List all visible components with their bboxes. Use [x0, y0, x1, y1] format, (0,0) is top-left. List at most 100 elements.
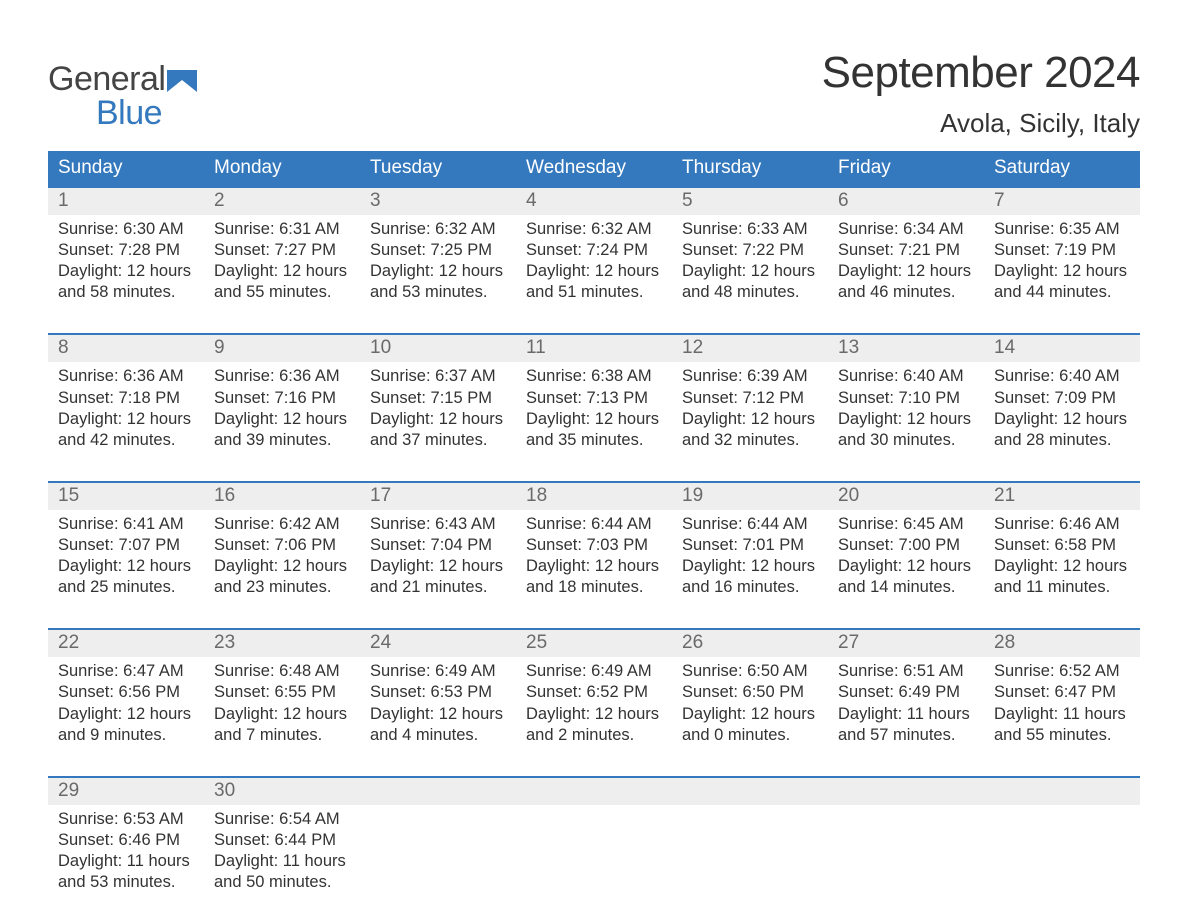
day-cell: Sunrise: 6:46 AMSunset: 6:58 PMDaylight:…	[984, 510, 1140, 628]
sunset-line: Sunset: 7:03 PM	[526, 535, 662, 556]
day-cell: Sunrise: 6:51 AMSunset: 6:49 PMDaylight:…	[828, 657, 984, 775]
day-cell: Sunrise: 6:35 AMSunset: 7:19 PMDaylight:…	[984, 215, 1140, 333]
day-cell: Sunrise: 6:37 AMSunset: 7:15 PMDaylight:…	[360, 362, 516, 480]
sunset-line: Sunset: 7:07 PM	[58, 535, 194, 556]
day-number: 5	[672, 188, 828, 215]
day-cell: Sunrise: 6:44 AMSunset: 7:01 PMDaylight:…	[672, 510, 828, 628]
day-number: 6	[828, 188, 984, 215]
daylight-line-2: and 28 minutes.	[994, 430, 1130, 451]
daylight-line-2: and 55 minutes.	[994, 725, 1130, 746]
sunset-line: Sunset: 7:18 PM	[58, 388, 194, 409]
sunset-line: Sunset: 6:55 PM	[214, 682, 350, 703]
day-cell: Sunrise: 6:30 AMSunset: 7:28 PMDaylight:…	[48, 215, 204, 333]
sunset-line: Sunset: 6:58 PM	[994, 535, 1130, 556]
sunrise-line: Sunrise: 6:51 AM	[838, 661, 974, 682]
sunset-line: Sunset: 7:15 PM	[370, 388, 506, 409]
daylight-line-1: Daylight: 11 hours	[58, 851, 194, 872]
day-cell: Sunrise: 6:48 AMSunset: 6:55 PMDaylight:…	[204, 657, 360, 775]
day-number: 23	[204, 630, 360, 657]
daylight-line-2: and 2 minutes.	[526, 725, 662, 746]
daylight-line-1: Daylight: 12 hours	[214, 409, 350, 430]
dow-cell: Wednesday	[516, 151, 672, 186]
sunrise-line: Sunrise: 6:41 AM	[58, 514, 194, 535]
sunrise-line: Sunrise: 6:49 AM	[370, 661, 506, 682]
sunset-line: Sunset: 7:13 PM	[526, 388, 662, 409]
day-number: 3	[360, 188, 516, 215]
day-cell: Sunrise: 6:33 AMSunset: 7:22 PMDaylight:…	[672, 215, 828, 333]
sunset-line: Sunset: 6:44 PM	[214, 830, 350, 851]
day-number: 30	[204, 778, 360, 805]
daylight-line-1: Daylight: 12 hours	[58, 261, 194, 282]
day-number: 17	[360, 483, 516, 510]
daylight-line-1: Daylight: 11 hours	[994, 704, 1130, 725]
day-cell: Sunrise: 6:49 AMSunset: 6:53 PMDaylight:…	[360, 657, 516, 775]
daylight-line-1: Daylight: 12 hours	[58, 704, 194, 725]
sunrise-line: Sunrise: 6:36 AM	[58, 366, 194, 387]
day-cell: Sunrise: 6:45 AMSunset: 7:00 PMDaylight:…	[828, 510, 984, 628]
title-block: September 2024 Avola, Sicily, Italy	[822, 48, 1140, 147]
sunset-line: Sunset: 7:16 PM	[214, 388, 350, 409]
month-title: September 2024	[822, 48, 1140, 98]
day-cell: Sunrise: 6:31 AMSunset: 7:27 PMDaylight:…	[204, 215, 360, 333]
sunset-line: Sunset: 7:12 PM	[682, 388, 818, 409]
day-cell: Sunrise: 6:53 AMSunset: 6:46 PMDaylight:…	[48, 805, 204, 923]
day-cell: Sunrise: 6:34 AMSunset: 7:21 PMDaylight:…	[828, 215, 984, 333]
sunset-line: Sunset: 7:06 PM	[214, 535, 350, 556]
sunset-line: Sunset: 7:24 PM	[526, 240, 662, 261]
week-row: 1234567Sunrise: 6:30 AMSunset: 7:28 PMDa…	[48, 186, 1140, 333]
sunset-line: Sunset: 7:25 PM	[370, 240, 506, 261]
sunrise-line: Sunrise: 6:46 AM	[994, 514, 1130, 535]
day-cell	[672, 805, 828, 923]
day-cell: Sunrise: 6:42 AMSunset: 7:06 PMDaylight:…	[204, 510, 360, 628]
day-cell	[516, 805, 672, 923]
calendar-body: 1234567Sunrise: 6:30 AMSunset: 7:28 PMDa…	[48, 186, 1140, 923]
day-number: 13	[828, 335, 984, 362]
day-cell	[360, 805, 516, 923]
daylight-line-2: and 55 minutes.	[214, 282, 350, 303]
dow-cell: Friday	[828, 151, 984, 186]
dow-cell: Tuesday	[360, 151, 516, 186]
sunset-line: Sunset: 7:27 PM	[214, 240, 350, 261]
sunrise-line: Sunrise: 6:34 AM	[838, 219, 974, 240]
sunset-line: Sunset: 6:47 PM	[994, 682, 1130, 703]
sunset-line: Sunset: 7:21 PM	[838, 240, 974, 261]
daylight-line-2: and 50 minutes.	[214, 872, 350, 893]
week-row: 891011121314Sunrise: 6:36 AMSunset: 7:18…	[48, 333, 1140, 480]
daylight-line-2: and 39 minutes.	[214, 430, 350, 451]
day-cell: Sunrise: 6:43 AMSunset: 7:04 PMDaylight:…	[360, 510, 516, 628]
sunrise-line: Sunrise: 6:50 AM	[682, 661, 818, 682]
brand-logo: General Blue	[48, 48, 197, 130]
day-cell: Sunrise: 6:32 AMSunset: 7:25 PMDaylight:…	[360, 215, 516, 333]
sunrise-line: Sunrise: 6:53 AM	[58, 809, 194, 830]
daylight-line-2: and 53 minutes.	[370, 282, 506, 303]
day-number: 29	[48, 778, 204, 805]
daylight-line-2: and 21 minutes.	[370, 577, 506, 598]
sunset-line: Sunset: 6:49 PM	[838, 682, 974, 703]
day-number: 4	[516, 188, 672, 215]
daylight-line-2: and 57 minutes.	[838, 725, 974, 746]
daylight-line-1: Daylight: 12 hours	[214, 556, 350, 577]
week-row: 22232425262728Sunrise: 6:47 AMSunset: 6:…	[48, 628, 1140, 775]
sunrise-line: Sunrise: 6:33 AM	[682, 219, 818, 240]
day-number: 16	[204, 483, 360, 510]
daylight-line-2: and 11 minutes.	[994, 577, 1130, 598]
day-number: 15	[48, 483, 204, 510]
daylight-line-2: and 25 minutes.	[58, 577, 194, 598]
daylight-line-2: and 30 minutes.	[838, 430, 974, 451]
daylight-line-2: and 7 minutes.	[214, 725, 350, 746]
day-cell	[828, 805, 984, 923]
dow-cell: Thursday	[672, 151, 828, 186]
week-row: 15161718192021Sunrise: 6:41 AMSunset: 7:…	[48, 481, 1140, 628]
day-number: 8	[48, 335, 204, 362]
day-number: 26	[672, 630, 828, 657]
day-number: 24	[360, 630, 516, 657]
sunrise-line: Sunrise: 6:39 AM	[682, 366, 818, 387]
sunset-line: Sunset: 6:46 PM	[58, 830, 194, 851]
sunrise-line: Sunrise: 6:40 AM	[838, 366, 974, 387]
daynum-band: 1234567	[48, 188, 1140, 215]
daylight-line-1: Daylight: 12 hours	[682, 261, 818, 282]
daylight-line-1: Daylight: 12 hours	[994, 556, 1130, 577]
daylight-line-1: Daylight: 12 hours	[838, 556, 974, 577]
daylight-line-1: Daylight: 12 hours	[526, 704, 662, 725]
sunset-line: Sunset: 7:22 PM	[682, 240, 818, 261]
